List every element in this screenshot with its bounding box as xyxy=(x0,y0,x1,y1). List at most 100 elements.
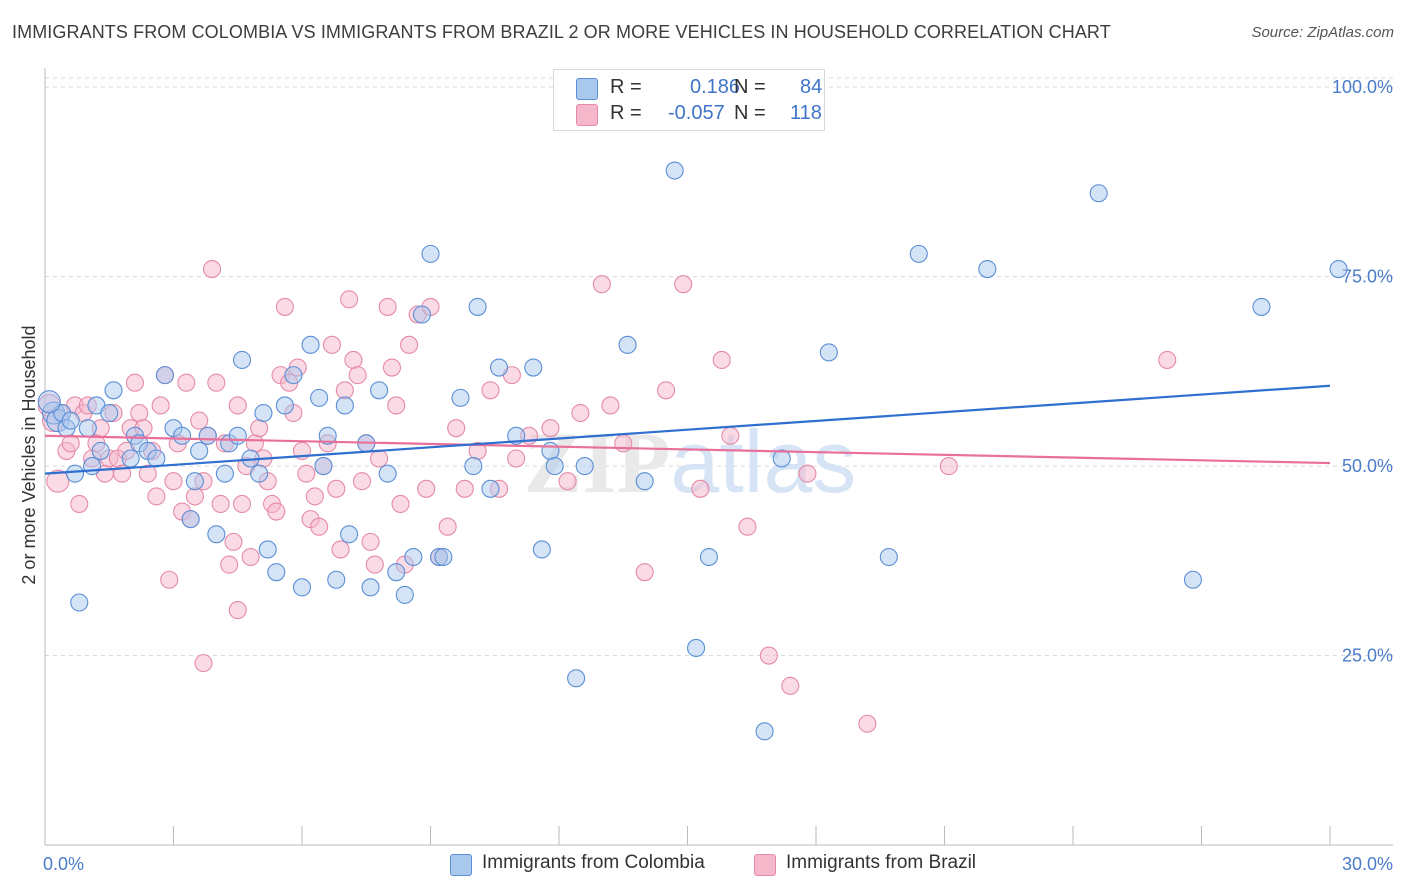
chart-title: IMMIGRANTS FROM COLOMBIA VS IMMIGRANTS F… xyxy=(12,22,1111,42)
colombia-point xyxy=(468,297,487,316)
legend-r-value-colombia: 0.186 xyxy=(690,76,741,98)
series-legend-brazil-label: Immigrants from Brazil xyxy=(786,852,977,873)
colombia-point xyxy=(258,540,277,559)
colombia-point xyxy=(318,426,337,445)
brazil-point xyxy=(70,494,89,514)
colombia-point xyxy=(190,441,209,460)
brazil-point xyxy=(657,381,676,400)
legend-r-label: R = xyxy=(610,76,642,98)
legend-n-value-colombia: 84 xyxy=(800,76,823,98)
brazil-point xyxy=(352,472,372,491)
brazil-point xyxy=(275,297,294,316)
brazil-point xyxy=(541,419,560,438)
brazil-point xyxy=(241,547,260,567)
colombia-point xyxy=(1089,184,1108,203)
brazil-point xyxy=(592,275,611,294)
brazil-point xyxy=(164,472,183,491)
brazil-point xyxy=(721,426,740,445)
colombia-point xyxy=(65,464,85,483)
colombia-point xyxy=(267,563,286,582)
colombia-point xyxy=(181,510,200,529)
colombia-point xyxy=(404,547,423,567)
colombia-point xyxy=(83,457,102,476)
brazil-point xyxy=(267,502,286,521)
colombia-point xyxy=(451,388,470,407)
brazil-point xyxy=(759,646,778,665)
colombia-point xyxy=(772,449,791,468)
colombia-point xyxy=(292,578,312,597)
colombia-point xyxy=(545,457,564,476)
y-tick-label: 75.0% xyxy=(1342,267,1393,287)
colombia-point xyxy=(155,366,174,385)
brazil-point xyxy=(340,290,359,309)
colombia-point xyxy=(147,449,166,468)
colombia-point xyxy=(228,426,247,445)
colombia-point xyxy=(310,388,329,407)
brazil-point xyxy=(335,381,354,400)
colombia-point xyxy=(489,358,509,377)
brazil-trend-line xyxy=(44,434,1331,465)
colombia-point xyxy=(275,396,294,415)
brazil-point xyxy=(370,449,389,468)
brazil-point xyxy=(125,373,144,392)
brazil-point xyxy=(614,434,633,453)
brazil-point xyxy=(712,350,731,370)
colombia-point xyxy=(532,540,551,559)
brazil-point xyxy=(738,517,757,536)
brazil-point xyxy=(601,396,620,415)
legend-n-value-brazil: 118 xyxy=(790,102,822,124)
trend-layer xyxy=(44,384,1331,475)
colombia-point xyxy=(284,366,303,385)
colombia-point xyxy=(819,343,838,362)
brazil-point xyxy=(250,419,269,438)
brazil-point xyxy=(635,563,654,582)
brazil-point xyxy=(228,396,247,415)
brazil-point xyxy=(327,479,346,498)
y-tick-label: 25.0% xyxy=(1342,646,1393,666)
colombia-point xyxy=(412,305,431,324)
source-credit: Source: ZipAtlas.com xyxy=(1251,24,1394,41)
colombia-point xyxy=(395,585,414,604)
colombia-point xyxy=(185,472,204,491)
brazil-point xyxy=(220,555,239,574)
colombia-point xyxy=(567,669,586,688)
brazil-point xyxy=(417,479,436,498)
brazil-point xyxy=(382,358,402,377)
brazil-point xyxy=(331,540,350,559)
brazil-point xyxy=(207,373,226,392)
brazil-point xyxy=(130,403,149,423)
brazil-point xyxy=(151,396,170,415)
legend-r-value-brazil: -0.057 xyxy=(668,102,725,124)
colombia-point xyxy=(618,335,637,354)
colombia-point xyxy=(464,457,483,476)
colombia-point xyxy=(121,449,140,468)
colombia-point xyxy=(250,464,269,483)
brazil-point xyxy=(138,464,157,483)
brazil-point xyxy=(322,335,342,354)
colombia-point xyxy=(665,161,684,180)
colombia-point xyxy=(481,479,500,498)
brazil-point xyxy=(344,350,363,370)
brazil-point xyxy=(185,487,204,506)
colombia-swatch-icon xyxy=(576,78,598,100)
legend-r-label: R = xyxy=(610,102,642,124)
x-tick-label-max: 30.0% xyxy=(1342,854,1393,874)
x-tick-label-min: 0.0% xyxy=(43,854,84,874)
brazil-point xyxy=(447,419,466,438)
colombia-point xyxy=(541,441,560,460)
brazil-point xyxy=(46,469,70,493)
brazil-point xyxy=(858,714,877,733)
colombia-point xyxy=(61,411,80,430)
brazil-point xyxy=(203,259,222,279)
colombia-point xyxy=(104,381,123,400)
colombia-point xyxy=(635,472,654,491)
colombia-point xyxy=(978,259,997,279)
brazil-point xyxy=(147,487,166,506)
colombia-point xyxy=(361,578,380,597)
legend-n-label: N = xyxy=(734,102,766,124)
brazil-legend-icon xyxy=(754,854,776,876)
colombia-point xyxy=(370,381,389,400)
brazil-point xyxy=(305,487,324,506)
brazil-point xyxy=(361,532,380,551)
